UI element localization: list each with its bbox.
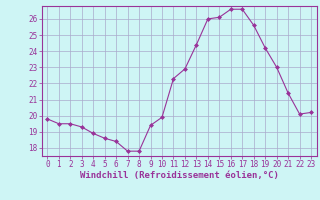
X-axis label: Windchill (Refroidissement éolien,°C): Windchill (Refroidissement éolien,°C) bbox=[80, 171, 279, 180]
